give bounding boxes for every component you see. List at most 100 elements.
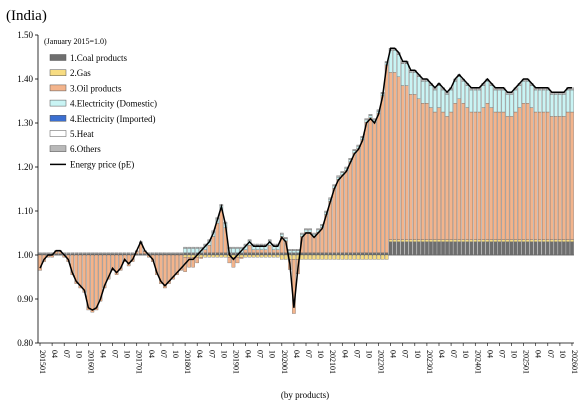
bar-segment xyxy=(409,94,413,240)
bar-segment xyxy=(570,111,574,240)
bar-segment xyxy=(493,239,498,242)
bar-segment xyxy=(231,252,236,256)
bar-segment xyxy=(417,241,421,256)
bar-segment xyxy=(421,81,425,104)
bar-segment xyxy=(461,103,465,240)
x-tick-label: 10 xyxy=(316,350,325,358)
bar-segment xyxy=(533,89,538,113)
bar-segment xyxy=(417,98,421,240)
bar-segment xyxy=(542,239,546,242)
bar-segment xyxy=(465,107,469,240)
bar-segment xyxy=(292,252,296,256)
bar-segment xyxy=(296,249,300,251)
x-tick-label: 04 xyxy=(98,350,107,358)
bar-segment xyxy=(288,250,292,253)
bar-segment xyxy=(501,239,506,242)
bar-segment xyxy=(308,229,312,233)
bar-segment xyxy=(247,252,252,256)
x-tick-label: 10 xyxy=(74,350,83,358)
bar-segment xyxy=(316,252,320,256)
bar-segment xyxy=(461,241,465,256)
bar-segment xyxy=(509,94,514,117)
bar-segment xyxy=(211,252,216,256)
bar-segment xyxy=(336,252,341,256)
bar-segment xyxy=(457,98,461,240)
x-tick-label: 202001 xyxy=(280,350,289,374)
bar-segment xyxy=(171,252,175,254)
bar-segment xyxy=(441,239,445,242)
bar-segment xyxy=(537,241,542,256)
bar-segment xyxy=(348,254,353,260)
bar-segment xyxy=(380,252,385,256)
bar-segment xyxy=(247,245,252,253)
bar-segment xyxy=(187,254,191,258)
bar-segment xyxy=(263,254,268,258)
bar-segment xyxy=(413,241,417,256)
bar-segment xyxy=(102,253,107,256)
bar-segment xyxy=(400,63,405,86)
bar-segment xyxy=(417,76,421,99)
bar-segment xyxy=(90,254,95,313)
bar-segment xyxy=(114,253,119,256)
bar-segment xyxy=(340,174,345,253)
bar-segment xyxy=(404,241,409,256)
bar-segment xyxy=(195,248,199,253)
bar-segment xyxy=(336,254,341,260)
bar-segment xyxy=(126,252,131,254)
bar-segment xyxy=(360,252,365,256)
bar-segment xyxy=(340,171,345,173)
bar-segment xyxy=(167,252,171,254)
bar-segment xyxy=(392,241,397,256)
bar-segment xyxy=(465,241,469,256)
bar-segment xyxy=(485,103,490,240)
bar-segment xyxy=(267,245,272,253)
bar-segment xyxy=(566,111,570,240)
bar-segment xyxy=(344,252,349,256)
bar-segment xyxy=(453,239,457,242)
bar-segment xyxy=(396,76,401,240)
bar-segment xyxy=(368,117,373,253)
bar-segment xyxy=(308,228,312,231)
legend-label: Energy price (pE) xyxy=(70,159,134,169)
bar-segment xyxy=(404,85,409,240)
legend-swatch xyxy=(49,84,67,92)
bar-segment xyxy=(167,253,171,256)
legend-swatch xyxy=(49,130,67,137)
bar-segment xyxy=(570,239,574,242)
bar-segment xyxy=(477,241,482,256)
bar-segment xyxy=(449,89,453,113)
bar-segment xyxy=(304,254,308,260)
bar-segment xyxy=(497,239,502,242)
bar-segment xyxy=(106,253,111,256)
y-tick-label: 1.50 xyxy=(17,30,33,40)
bar-segment xyxy=(304,228,308,231)
bar-segment xyxy=(199,246,203,249)
bar-segment xyxy=(332,254,336,260)
bar-segment xyxy=(187,246,191,249)
bar-segment xyxy=(505,239,510,242)
x-tick-label: 10 xyxy=(268,350,277,358)
bar-segment xyxy=(505,94,510,117)
bar-segment xyxy=(328,201,332,253)
x-tick-label: 04 xyxy=(147,350,156,358)
bar-segment xyxy=(425,239,429,242)
bar-segment xyxy=(445,239,449,242)
bar-segment xyxy=(409,239,413,242)
bar-segment xyxy=(453,241,457,256)
bar-segment xyxy=(493,241,498,256)
bar-segment xyxy=(421,241,425,256)
bar-segment xyxy=(348,161,353,253)
bar-segment xyxy=(364,252,369,256)
bar-segment xyxy=(304,229,308,233)
bar-segment xyxy=(308,254,312,260)
bar-segment xyxy=(481,107,486,240)
bar-segment xyxy=(267,252,272,256)
bar-segment xyxy=(118,253,123,256)
x-tick-label: 10 xyxy=(558,350,567,358)
bar-segment xyxy=(316,228,320,231)
bar-segment xyxy=(251,254,256,258)
bar-segment xyxy=(513,89,518,113)
bar-segment xyxy=(493,111,498,240)
bar-segment xyxy=(404,239,409,242)
bar-segment xyxy=(66,252,70,254)
